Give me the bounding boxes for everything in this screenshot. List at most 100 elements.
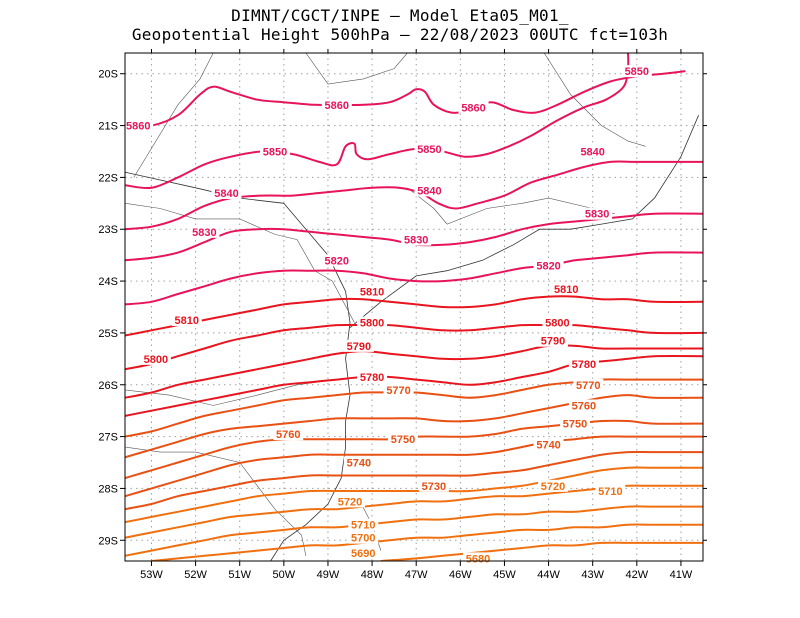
contour-label-bg <box>621 65 652 78</box>
contour-label-bg <box>568 399 599 412</box>
contour-label-bg <box>401 233 432 246</box>
contour-5780 <box>125 355 703 417</box>
x-tick-label: 53W <box>140 569 163 581</box>
contour-label-5830: 5830 <box>404 235 428 247</box>
state-border <box>133 53 214 178</box>
contour-label-5810: 5810 <box>554 284 578 296</box>
contour-5740 <box>125 435 703 498</box>
contour-label-bg <box>357 285 388 298</box>
contour-label-bg <box>343 456 374 469</box>
contour-5720 <box>125 466 703 524</box>
contour-label-bg <box>414 184 445 197</box>
contour-label-bg <box>560 417 591 430</box>
contour-label-bg <box>418 479 449 492</box>
contour-5700 <box>125 505 703 557</box>
contour-5800 <box>125 323 703 371</box>
x-tick-label: 52W <box>184 569 207 581</box>
contour-label-bg <box>537 334 568 347</box>
contour-label-5790: 5790 <box>541 336 565 348</box>
contour-label-5800: 5800 <box>360 318 384 330</box>
contour-label-5840: 5840 <box>417 185 441 197</box>
contour-label-bg <box>123 119 154 132</box>
x-tick-label: 47W <box>405 569 428 581</box>
contour-label-bg <box>343 339 374 352</box>
plot-frame <box>124 52 704 562</box>
contour-label-bg <box>189 225 220 238</box>
lat-lon-grid <box>125 53 703 561</box>
x-tick-label: 45W <box>493 569 516 581</box>
y-tick-label: 29S <box>98 535 118 547</box>
x-tick-label: 50W <box>273 569 296 581</box>
contour-label-5680: 5680 <box>466 553 490 565</box>
x-tick-label: 49W <box>317 569 340 581</box>
y-tick-label: 25S <box>98 328 118 340</box>
y-tick-label: 27S <box>98 432 118 444</box>
contour-label-5810: 5810 <box>175 315 199 327</box>
y-tick-label: 20S <box>98 69 118 81</box>
contour-labels: 5860 5860 5860 5850 5850 5850 5840 5840 5840 5830… <box>123 65 652 565</box>
contour-label-5850: 5850 <box>625 66 649 78</box>
contour-label-bg <box>577 145 608 158</box>
contour-label-5860: 5860 <box>126 121 150 133</box>
contour-label-5860: 5860 <box>461 102 485 114</box>
contour-label-bg <box>321 98 352 111</box>
contour-label-5700: 5700 <box>351 533 375 545</box>
contour-label-5820: 5820 <box>536 261 560 273</box>
contour-label-5800: 5800 <box>144 354 168 366</box>
y-tick-label: 23S <box>98 224 118 236</box>
chart-title-line1: DIMNT/CGCT/INPE – Model Eta05_M01_ <box>231 6 569 25</box>
contour-label-5750: 5750 <box>563 419 587 431</box>
state-border <box>125 446 307 556</box>
x-tick-label: 42W <box>626 569 649 581</box>
coastline <box>125 171 351 561</box>
contour-label-5750: 5750 <box>391 434 415 446</box>
state-border <box>125 203 355 323</box>
contour-label-5770: 5770 <box>576 380 600 392</box>
contour-label-bg <box>260 145 291 158</box>
contour-label-5810: 5810 <box>360 286 384 298</box>
contour-label-bg <box>537 479 568 492</box>
contour-label-5760: 5760 <box>572 400 596 412</box>
contour-label-bg <box>348 547 379 560</box>
contour-label-bg <box>551 282 582 295</box>
contour-label-bg <box>321 254 352 267</box>
contour-5850 <box>125 53 630 190</box>
contour-label-5770: 5770 <box>386 385 410 397</box>
contour-label-bg <box>533 438 564 451</box>
height-contours <box>125 53 703 561</box>
contour-label-5860: 5860 <box>325 100 349 112</box>
axis-ticks: 53W 52W 51W 50W 49W 48W 47W 46W 45W 44W 43W 42W 41W 2… <box>98 49 707 581</box>
contour-label-5780: 5780 <box>572 359 596 371</box>
state-border <box>543 53 646 147</box>
y-tick-label: 21S <box>98 121 118 133</box>
contour-label-5790: 5790 <box>347 341 371 353</box>
contour-label-bg <box>582 207 613 220</box>
y-tick-label: 26S <box>98 380 118 392</box>
contour-5820 <box>125 251 703 306</box>
x-tick-label: 46W <box>449 569 472 581</box>
x-tick-label: 44W <box>537 569 560 581</box>
contour-label-5710: 5710 <box>598 486 622 498</box>
contour-label-5710: 5710 <box>351 520 375 532</box>
contour-5760 <box>125 394 703 459</box>
contour-label-bg <box>573 378 604 391</box>
contour-label-5830: 5830 <box>192 227 216 239</box>
coastline <box>349 115 699 329</box>
contour-5790 <box>125 344 703 399</box>
contour-label-bg <box>458 101 489 114</box>
contour-label-bg <box>348 531 379 544</box>
contour-label-bg <box>273 428 304 440</box>
contour-label-bg <box>211 186 242 199</box>
contour-5810 <box>125 295 703 337</box>
contour-label-5820: 5820 <box>325 255 349 267</box>
contour-label-bg <box>542 316 573 329</box>
contour-5680 <box>380 541 703 561</box>
contour-5770 <box>125 378 703 438</box>
contour-label-bg <box>171 313 202 326</box>
contour-5690 <box>151 523 703 561</box>
contour-label-bg <box>335 495 366 508</box>
contour-label-5830: 5830 <box>585 209 609 221</box>
x-tick-label: 48W <box>361 569 384 581</box>
chart-title-line2: Geopotential Height 500hPa – 22/08/2023 … <box>131 25 669 44</box>
